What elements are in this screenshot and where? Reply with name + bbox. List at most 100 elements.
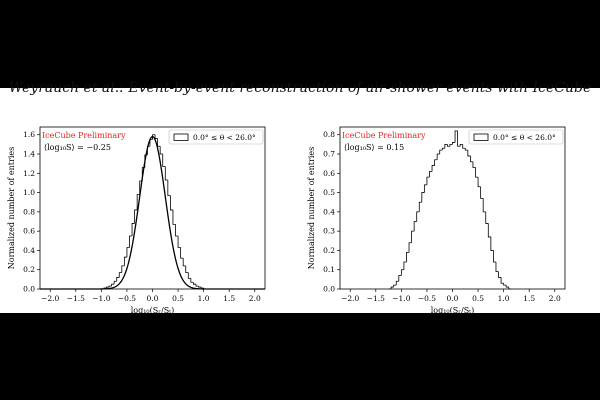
x-tick-label: 1.0: [198, 294, 210, 303]
x-tick-label: −1.0: [392, 294, 410, 303]
histogram-bin: [400, 269, 404, 276]
histogram-bin: [485, 211, 489, 224]
histogram-bin: [169, 195, 173, 211]
y-tick-label: 1.2: [23, 169, 35, 178]
histogram-bin: [431, 165, 435, 172]
x-tick-label: 0.5: [172, 294, 184, 303]
histogram-bin: [136, 194, 140, 210]
x-tick-label: 2.0: [249, 294, 261, 303]
histogram-bin: [175, 224, 179, 237]
histogram-bin: [193, 282, 196, 285]
histogram-bin: [467, 150, 471, 157]
histogram-bin: [439, 149, 443, 154]
x-axis-label: log₁₀(Sᵣ/Sₜ): [431, 306, 475, 315]
stat-label: ⟨log₁₀S⟩ = −0.25: [44, 143, 111, 152]
histogram-bin: [190, 278, 194, 283]
histogram-bin: [416, 211, 420, 222]
histogram-bin: [106, 286, 110, 289]
histogram-bin: [482, 198, 486, 213]
x-tick-label: −2.0: [41, 294, 59, 303]
histogram-bin: [464, 148, 468, 151]
histogram-bin: [446, 144, 450, 147]
histogram-bin: [480, 186, 484, 199]
x-tick-label: 1.5: [223, 294, 235, 303]
histogram-bin: [116, 277, 120, 282]
y-tick-label: 0.6: [23, 227, 35, 236]
histogram-bin: [177, 235, 181, 248]
histogram-bin: [195, 284, 199, 287]
x-tick-label: −1.5: [67, 294, 85, 303]
legend-box: [468, 129, 564, 145]
histogram-bin: [172, 209, 176, 225]
histogram-bin: [444, 143, 448, 149]
x-tick-label: 0.0: [147, 294, 159, 303]
legend-swatch: [473, 133, 489, 141]
histogram-bin: [180, 247, 184, 259]
plot-area: [39, 126, 266, 290]
histogram-bin: [129, 235, 133, 248]
y-tick-label: 0.0: [23, 285, 35, 294]
histogram-bin: [418, 201, 422, 212]
histogram-bin: [398, 275, 402, 282]
histogram-bin: [500, 277, 504, 284]
histogram-bin: [159, 146, 163, 155]
x-tick-label: 2.0: [549, 294, 561, 303]
histogram-bin: [111, 283, 115, 287]
histogram-bin: [459, 143, 463, 147]
y-tick-label: 0.8: [23, 207, 35, 216]
annotation-label: IceCube Preliminary: [342, 131, 426, 140]
histogram-bin: [131, 223, 135, 236]
histogram-bin: [198, 286, 202, 288]
x-tick-label: −1.5: [367, 294, 385, 303]
histogram-bin: [487, 223, 491, 238]
x-tick-label: 0.0: [447, 294, 459, 303]
histogram-bin: [508, 287, 512, 290]
y-tick-label: 0.4: [323, 207, 335, 216]
histogram-bin: [152, 134, 156, 140]
histogram-bin: [421, 192, 425, 203]
histogram-chart-left: −2.0 −1.5 −1.0 −0.5 0.0 0.5 1.0 1.5 2.0 0.0 0.2 0.4…: [7, 126, 266, 315]
histogram-bin: [413, 221, 417, 232]
page-header-title: Weyrauch et al.: Event-by-event reconstr…: [8, 80, 592, 96]
histogram-bin: [185, 265, 189, 274]
histogram-bin: [423, 184, 427, 193]
legend-box: [168, 129, 264, 145]
histogram-bin: [493, 250, 496, 263]
y-tick-label: 0.5: [323, 188, 335, 197]
x-axis-label: log₁₀(Sᵣ/Sₜ): [131, 306, 175, 315]
histogram-bin: [429, 170, 433, 178]
y-axis-label: Normalized number of entries: [307, 147, 316, 269]
histogram-bin: [113, 280, 117, 285]
histogram-chart-right: −2.0 −1.5 −1.0 −0.5 0.0 0.5 1.0 1.5 2.0 0.0 0.1 0.2…: [307, 126, 566, 315]
y-tick-label: 0.3: [323, 227, 335, 236]
histogram-bin: [490, 236, 494, 251]
histogram-bin: [126, 247, 130, 258]
y-tick-label: 1.0: [23, 188, 35, 197]
y-tick-label: 1.4: [23, 150, 35, 159]
histogram-bin: [408, 242, 412, 253]
y-tick-label: 0.4: [23, 246, 35, 255]
histogram-bin: [462, 144, 466, 149]
y-tick-label: 0.2: [323, 246, 335, 255]
histogram-bin: [436, 153, 440, 160]
y-axis-label: Normalized number of entries: [7, 147, 16, 269]
y-tick-label: 0.2: [23, 265, 35, 274]
histogram-bin: [434, 159, 438, 166]
histogram-bin: [469, 155, 473, 163]
histogram-bin: [498, 271, 502, 278]
histogram-bin: [164, 166, 168, 181]
histogram-bin: [495, 262, 499, 273]
histogram-bin: [454, 130, 458, 143]
legend-label: 0.0° ≤ θ < 26.0°: [493, 133, 556, 142]
histogram-bin: [503, 283, 507, 286]
histogram-bin: [403, 261, 407, 270]
histogram-bin: [200, 287, 204, 289]
histogram-bin: [395, 280, 399, 286]
annotation-label: IceCube Preliminary: [42, 131, 126, 140]
histogram-bin: [121, 265, 125, 273]
x-tick-label: −1.0: [92, 294, 110, 303]
histogram-bin: [123, 256, 127, 266]
x-tick-label: 0.5: [472, 294, 484, 303]
histogram-bin: [406, 251, 410, 262]
histogram-bin: [187, 272, 191, 279]
